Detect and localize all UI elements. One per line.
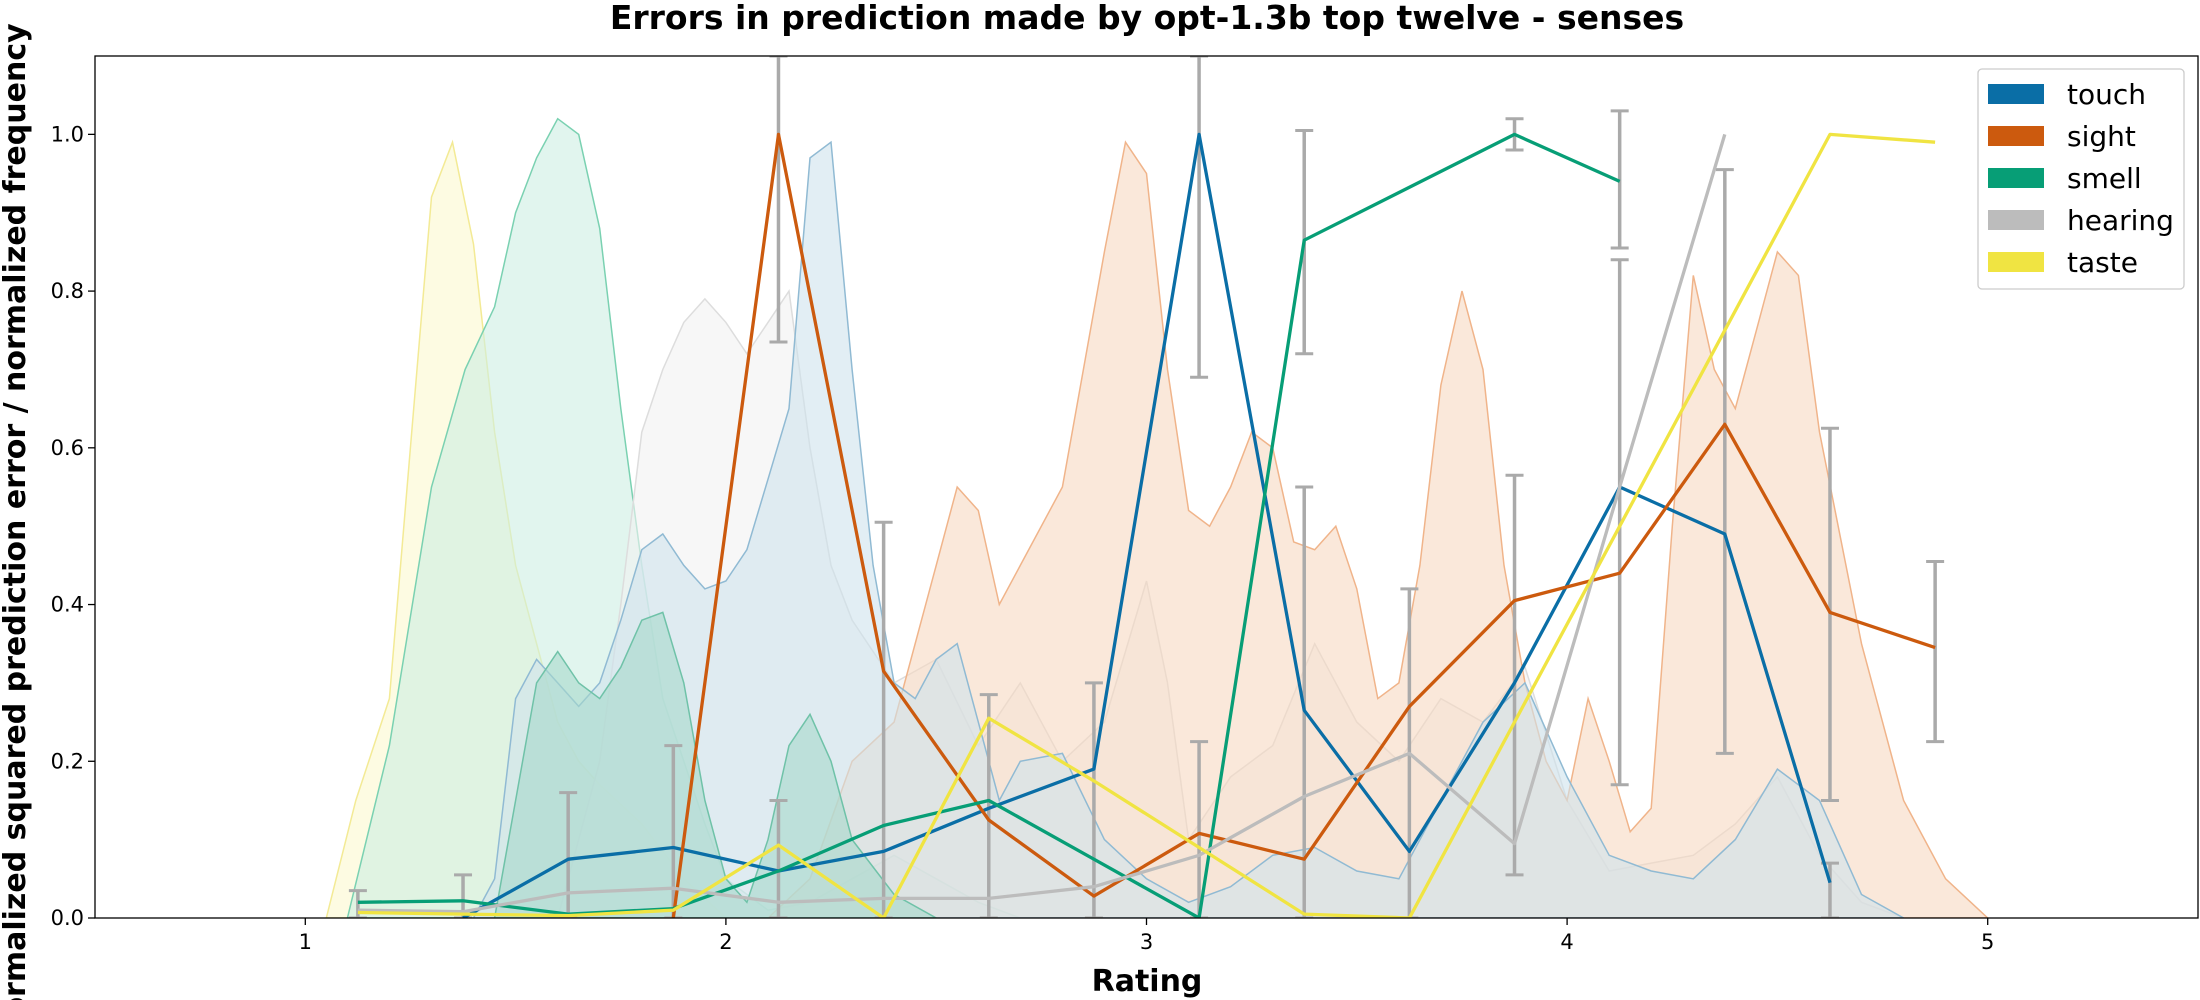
legend-label: sight (2067, 120, 2136, 153)
error-bar (1926, 559, 1945, 744)
error-bar (1820, 426, 1839, 802)
error-bar (979, 693, 998, 918)
legend-label: touch (2067, 78, 2146, 111)
legend-swatch (1988, 168, 2044, 188)
error-bar (1190, 740, 1209, 918)
error-bar (1610, 258, 1629, 787)
error-bar (1505, 473, 1524, 877)
y-tick-label: 0.4 (51, 593, 84, 617)
series-lines (357, 132, 1936, 918)
legend-swatch (1988, 126, 2044, 146)
legend-swatch (1988, 252, 2044, 272)
x-tick-label: 2 (719, 930, 732, 954)
distribution-smell (493, 611, 938, 918)
legend-swatch (1988, 84, 2044, 104)
x-tick-label: 3 (1140, 930, 1153, 954)
y-axis-ticks: 0.0 0.2 0.4 0.6 0.8 1.0 (51, 122, 95, 930)
error-bar (1084, 681, 1103, 918)
legend-item-touch: touch (1988, 78, 2146, 111)
legend-item-hearing: hearing (1988, 204, 2174, 237)
chart-title: Errors in prediction made by opt-1.3b to… (610, 0, 1684, 37)
legend-label: smell (2067, 162, 2142, 195)
legend-item-sight: sight (1988, 120, 2136, 153)
distribution-touch (472, 140, 1906, 918)
error-bar (1715, 168, 1734, 755)
legend-label: taste (2067, 246, 2138, 279)
error-bar (1190, 56, 1209, 379)
error-bar (348, 889, 367, 918)
legend-swatch (1988, 210, 2044, 230)
legend-box (1977, 68, 2185, 290)
distribution-sight (766, 140, 1989, 918)
error-bar (1610, 109, 1629, 250)
x-tick-label: 5 (1981, 930, 1994, 954)
legend-item-smell: smell (1988, 162, 2142, 195)
series-line-smell (357, 132, 1621, 918)
x-tick-label: 4 (1560, 930, 1573, 954)
y-tick-label: 0.0 (51, 906, 84, 930)
y-tick-label: 1.0 (51, 122, 84, 146)
series-line-touch (462, 132, 1832, 918)
error-bar (769, 798, 788, 918)
y-tick-label: 0.8 (51, 279, 84, 303)
x-tick-label: 1 (299, 930, 312, 954)
error-bar (769, 56, 788, 344)
x-axis-ticks: 1 2 3 4 5 (299, 918, 1994, 954)
series-line-taste (357, 132, 1936, 918)
y-axis-label: Normalized squared prediction error / no… (0, 23, 33, 1000)
legend-item-taste: taste (1988, 246, 2138, 279)
x-axis-label: Rating (1092, 964, 1203, 999)
distributions (325, 117, 1989, 918)
legend-label: hearing (2067, 204, 2174, 237)
y-tick-label: 0.2 (51, 749, 84, 773)
y-tick-label: 0.6 (51, 436, 84, 460)
series-line-hearing (357, 133, 1727, 914)
series-line-sight (671, 132, 1936, 918)
legend: touch sight smell hearing taste (1977, 68, 2185, 290)
error-bar (559, 791, 578, 918)
